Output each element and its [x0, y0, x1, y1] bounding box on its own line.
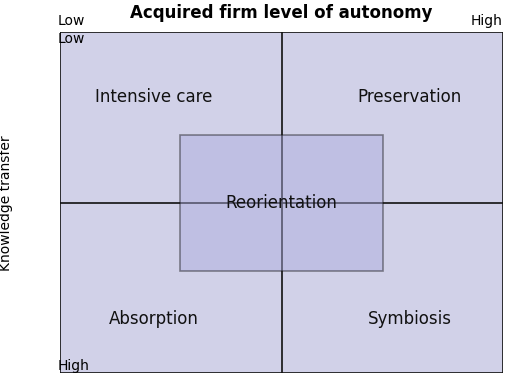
Bar [282, 203, 503, 373]
Text: Low: Low [58, 14, 85, 28]
Bar [60, 32, 282, 203]
Text: Low: Low [58, 32, 85, 46]
Text: Acquired firm level of autonomy: Acquired firm level of autonomy [131, 5, 433, 22]
Text: Preservation: Preservation [358, 88, 462, 106]
Bar [282, 32, 503, 203]
Text: High: High [58, 359, 90, 373]
Text: Absorption: Absorption [109, 310, 198, 328]
Text: Knowledge transfer: Knowledge transfer [0, 135, 13, 271]
Bar [180, 134, 383, 271]
Text: Symbiosis: Symbiosis [368, 310, 452, 328]
Text: High: High [471, 14, 503, 28]
Bar [60, 203, 282, 373]
Text: Intensive care: Intensive care [95, 88, 212, 106]
Text: Reorientation: Reorientation [226, 194, 337, 212]
